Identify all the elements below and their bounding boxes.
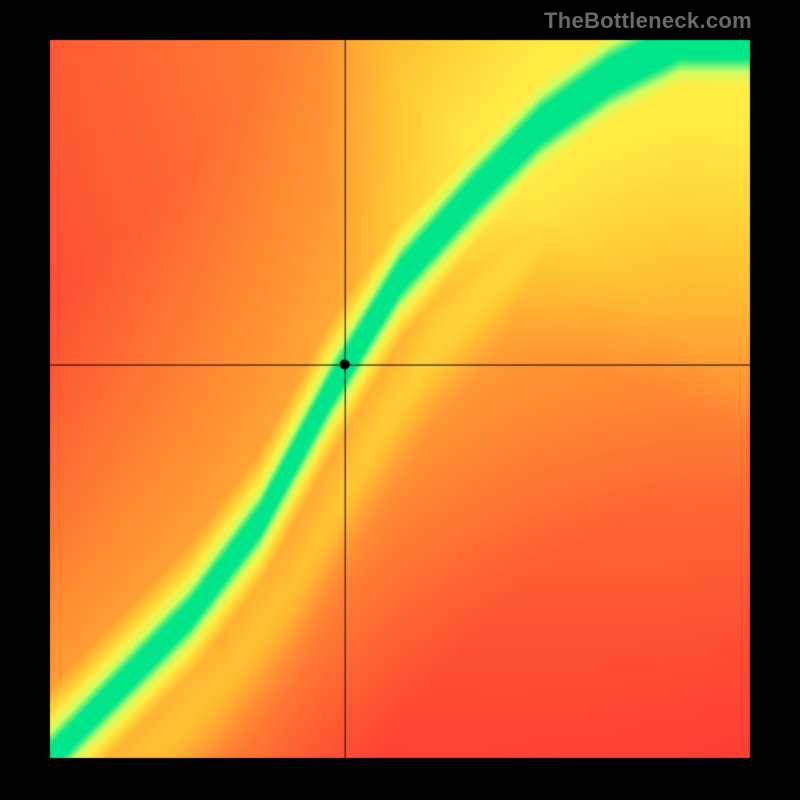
watermark-text: TheBottleneck.com	[544, 8, 752, 34]
crosshair-overlay	[0, 0, 800, 800]
chart-container: { "canvas": { "width": 800, "height": 80…	[0, 0, 800, 800]
